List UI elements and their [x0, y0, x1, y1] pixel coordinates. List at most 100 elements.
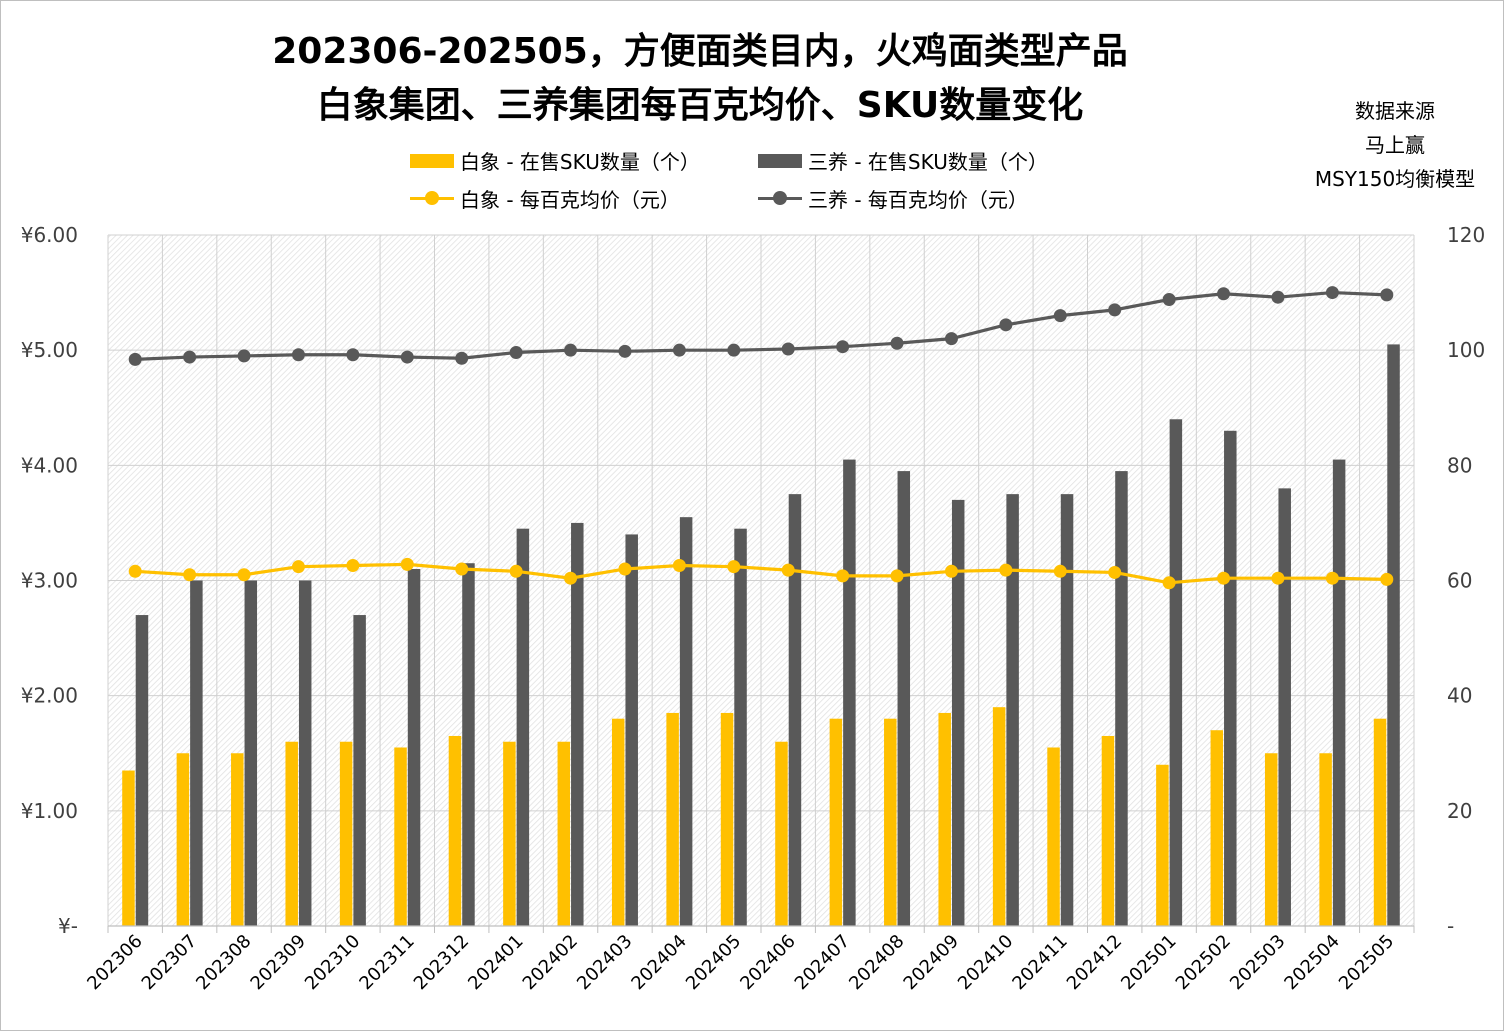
point-samyang-price [1217, 287, 1231, 301]
x-tick-label: 202410 [954, 931, 1017, 994]
legend-swatch-baixiang-sku [410, 153, 454, 168]
bar-baixiang-sku [938, 712, 951, 926]
x-tick-label: 202405 [682, 931, 745, 994]
legend-label-baixiang-price: 白象 - 每百克均价（元） [460, 188, 680, 212]
x-tick-label: 202412 [1063, 931, 1126, 994]
point-baixiang-price [1108, 565, 1122, 579]
y-left-tick-label: ¥5.00 [21, 338, 78, 362]
point-samyang-price [1162, 292, 1176, 306]
point-samyang-price [944, 332, 958, 346]
point-baixiang-price [1325, 571, 1339, 585]
y-left-tick-label: ¥6.00 [21, 223, 78, 247]
point-samyang-price [455, 351, 469, 365]
bar-baixiang-sku [1264, 753, 1278, 926]
x-tick-label: 202307 [138, 931, 201, 994]
source-label: 数据来源 [1355, 99, 1435, 123]
x-tick-label: 202404 [627, 931, 690, 994]
x-tick-label: 202501 [1117, 931, 1180, 994]
bar-baixiang-sku [720, 712, 734, 926]
bar-samyang-sku [951, 499, 965, 926]
point-baixiang-price [564, 571, 578, 585]
bar-baixiang-sku [339, 741, 353, 926]
point-baixiang-price [999, 563, 1013, 577]
point-baixiang-price [237, 568, 251, 582]
chart-title-line-1: 202306-202505，方便面类目内，火鸡面类型产品 [272, 31, 1128, 72]
bar-samyang-sku [462, 563, 475, 926]
point-baixiang-price [618, 562, 632, 576]
point-baixiang-price [672, 559, 686, 573]
bar-baixiang-sku [394, 747, 407, 926]
legend-item-baixiang-sku: 白象 - 在售SKU数量（个） [410, 146, 700, 175]
bar-samyang-sku [788, 494, 802, 926]
point-samyang-price [183, 350, 197, 364]
x-tick-label: 202411 [1008, 931, 1071, 994]
x-tick-label: 202403 [573, 931, 636, 994]
bar-samyang-sku [897, 471, 911, 926]
bar-baixiang-sku [448, 735, 462, 926]
point-baixiang-price [1271, 571, 1285, 585]
point-samyang-price [237, 349, 251, 363]
x-tick-label: 202311 [355, 931, 418, 994]
y-right-tick-label: 20 [1447, 799, 1472, 823]
y-left-tick-label: ¥4.00 [21, 453, 78, 477]
point-baixiang-price [291, 560, 305, 574]
point-baixiang-price [944, 564, 958, 578]
x-tick-label: 202402 [519, 931, 582, 994]
source-model: MSY150均衡模型 [1314, 167, 1476, 191]
chart-title-line-2: 白象集团、三养集团每百克均价、SKU数量变化 [316, 85, 1084, 126]
x-tick-label: 202505 [1335, 931, 1398, 994]
bar-baixiang-sku [1319, 753, 1332, 926]
bar-baixiang-sku [176, 753, 190, 926]
point-samyang-price [1380, 288, 1394, 302]
bar-samyang-sku [244, 580, 258, 926]
bar-samyang-sku [734, 528, 747, 926]
point-samyang-price [564, 343, 578, 357]
bar-samyang-sku [407, 568, 421, 926]
point-samyang-price [836, 340, 850, 354]
point-samyang-price [672, 343, 686, 357]
bar-samyang-sku [1224, 430, 1237, 926]
x-tick-label: 202504 [1280, 931, 1343, 994]
x-tick-label: 202308 [192, 931, 255, 994]
bar-samyang-sku [571, 522, 584, 926]
bar-samyang-sku [1332, 459, 1346, 926]
point-samyang-price [727, 343, 741, 357]
y-left-tick-label: ¥1.00 [21, 799, 78, 823]
legend-label-samyang-sku: 三养 - 在售SKU数量（个） [808, 150, 1048, 174]
bar-samyang-sku [298, 580, 312, 926]
point-baixiang-price [1053, 564, 1067, 578]
point-baixiang-price [346, 559, 360, 573]
legend-swatch-baixiang-price [410, 191, 454, 205]
x-tick-label: 202401 [464, 931, 527, 994]
y-right-tick-label: 100 [1447, 338, 1485, 362]
point-samyang-price [890, 336, 904, 350]
point-baixiang-price [1380, 572, 1394, 586]
bar-baixiang-sku [285, 741, 298, 926]
point-baixiang-price [727, 560, 741, 574]
point-baixiang-price [836, 569, 850, 583]
data-source-note: 数据来源 马上赢 MSY150均衡模型 [1300, 94, 1490, 196]
bar-baixiang-sku [1101, 735, 1115, 926]
point-samyang-price [999, 318, 1013, 332]
line-samyang-price [135, 290, 1387, 361]
point-baixiang-price [128, 564, 142, 578]
bar-baixiang-sku [666, 712, 679, 926]
bar-baixiang-sku [1210, 730, 1224, 926]
legend-label-samyang-price: 三养 - 每百克均价（元） [808, 188, 1028, 212]
point-samyang-price [781, 342, 795, 356]
bar-samyang-sku [516, 528, 530, 926]
bar-baixiang-sku [1047, 747, 1060, 926]
x-tick-label: 202408 [845, 931, 908, 994]
point-samyang-price [128, 352, 142, 366]
y-right-tick-label: - [1447, 914, 1454, 938]
bar-baixiang-sku [1156, 764, 1169, 926]
bar-samyang-sku [679, 517, 693, 926]
bar-samyang-sku [135, 615, 149, 926]
bar-baixiang-sku [557, 741, 571, 926]
y-left-tick-label: ¥2.00 [21, 684, 78, 708]
x-tick-label: 202312 [410, 931, 473, 994]
y-right-tick-label: 120 [1447, 223, 1485, 247]
point-baixiang-price [400, 557, 414, 571]
bar-samyang-sku [353, 615, 366, 926]
